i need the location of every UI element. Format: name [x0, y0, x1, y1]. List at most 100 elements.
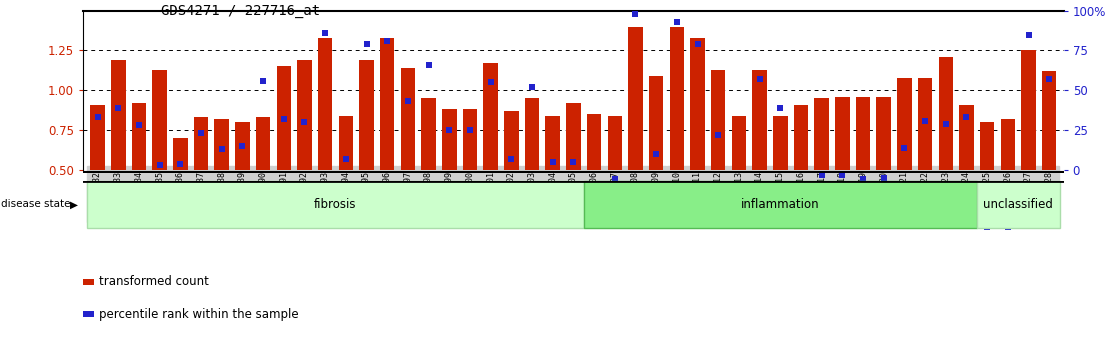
Bar	[584, 181, 977, 228]
Bar	[83, 311, 94, 317]
Point	[378, 38, 396, 44]
Bar	[173, 138, 187, 170]
Bar	[649, 76, 664, 170]
Bar	[401, 68, 416, 170]
Point	[751, 76, 769, 82]
Point	[689, 41, 707, 47]
Bar	[628, 27, 643, 170]
Bar	[587, 114, 602, 170]
Point	[895, 145, 913, 150]
Bar	[855, 97, 870, 170]
Bar	[215, 119, 229, 170]
Bar	[153, 70, 167, 170]
Bar	[566, 103, 581, 170]
Bar	[545, 116, 560, 170]
Point	[523, 84, 541, 90]
Point	[916, 118, 934, 123]
Point	[833, 172, 851, 178]
Point	[564, 159, 583, 165]
Point	[957, 115, 975, 120]
Point	[875, 175, 893, 181]
Point	[854, 177, 872, 182]
Bar	[359, 60, 373, 170]
Point	[771, 105, 789, 110]
Bar	[504, 111, 519, 170]
Point	[1040, 76, 1058, 82]
Bar	[977, 181, 1059, 228]
Point	[1019, 32, 1037, 37]
Bar	[917, 78, 932, 170]
Bar	[938, 57, 953, 170]
Text: ▶: ▶	[70, 199, 78, 210]
Bar	[88, 181, 584, 228]
Bar	[463, 109, 478, 170]
Point	[130, 122, 147, 128]
Bar	[690, 38, 705, 170]
Point	[668, 19, 686, 25]
Point	[627, 11, 645, 17]
Point	[978, 224, 996, 230]
Text: fibrosis: fibrosis	[315, 198, 357, 211]
Point	[709, 132, 727, 138]
Text: inflammation: inflammation	[741, 198, 820, 211]
Bar	[607, 116, 622, 170]
Bar	[876, 97, 891, 170]
Point	[420, 62, 438, 68]
Point	[730, 210, 748, 216]
Bar	[194, 118, 208, 170]
Bar	[256, 118, 270, 170]
Text: unclassified: unclassified	[983, 198, 1053, 211]
Point	[192, 131, 209, 136]
Bar	[91, 104, 105, 170]
Bar	[1001, 119, 1015, 170]
Bar	[669, 27, 684, 170]
Bar	[132, 103, 146, 170]
Bar	[421, 98, 435, 170]
Text: percentile rank within the sample: percentile rank within the sample	[99, 308, 298, 321]
Bar	[960, 104, 974, 170]
Bar	[339, 116, 353, 170]
Point	[937, 121, 955, 126]
Bar	[483, 63, 497, 170]
Bar	[111, 60, 125, 170]
Bar	[897, 78, 912, 170]
Point	[296, 119, 314, 125]
Bar	[1042, 71, 1056, 170]
Bar	[1022, 50, 1036, 170]
Point	[254, 78, 271, 84]
Point	[172, 161, 189, 166]
Point	[813, 172, 831, 178]
Point	[461, 127, 479, 133]
Bar	[752, 70, 767, 170]
Bar	[235, 122, 249, 170]
Bar	[277, 67, 291, 170]
Point	[502, 156, 520, 161]
Bar	[318, 38, 332, 170]
Point	[482, 80, 500, 85]
Point	[151, 162, 168, 168]
Point	[585, 221, 603, 227]
Point	[213, 147, 230, 152]
Point	[606, 177, 624, 182]
Point	[89, 115, 106, 120]
Point	[316, 30, 334, 36]
Bar	[793, 104, 808, 170]
Bar	[297, 60, 311, 170]
Bar	[442, 109, 456, 170]
Point	[440, 127, 458, 133]
Bar	[380, 38, 394, 170]
Bar	[773, 116, 788, 170]
Point	[110, 105, 127, 110]
Bar	[979, 122, 994, 170]
Point	[792, 202, 810, 208]
Text: GDS4271 / 227716_at: GDS4271 / 227716_at	[161, 4, 320, 18]
Bar	[814, 98, 829, 170]
Point	[999, 224, 1017, 230]
Bar	[711, 70, 726, 170]
Point	[647, 151, 665, 157]
Point	[275, 116, 293, 122]
Bar	[835, 97, 850, 170]
Bar	[731, 116, 746, 170]
Text: disease state: disease state	[1, 199, 71, 210]
Point	[234, 143, 252, 149]
